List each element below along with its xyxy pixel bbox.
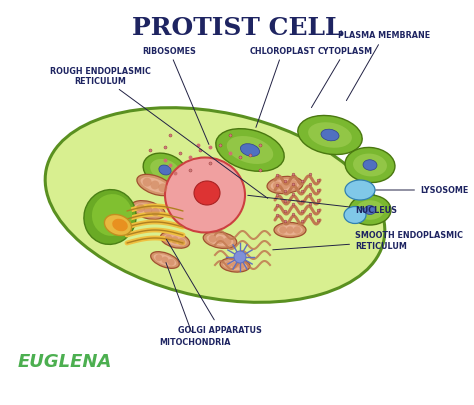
Ellipse shape [289, 181, 297, 189]
Text: NUCLEUS: NUCLEUS [248, 196, 397, 215]
Ellipse shape [216, 129, 284, 172]
Ellipse shape [281, 181, 289, 190]
Ellipse shape [207, 234, 233, 246]
Ellipse shape [112, 219, 128, 232]
Ellipse shape [279, 227, 287, 234]
Ellipse shape [143, 154, 187, 188]
Ellipse shape [349, 196, 391, 226]
Text: RIBOSOMES: RIBOSOMES [142, 47, 209, 145]
Ellipse shape [298, 116, 362, 155]
Ellipse shape [135, 204, 162, 217]
Ellipse shape [168, 259, 175, 266]
Ellipse shape [271, 179, 300, 192]
Text: MITOCHONDRIA: MITOCHONDRIA [159, 263, 231, 346]
Text: CHLOROPLAST: CHLOROPLAST [250, 47, 316, 128]
Text: LYSOSOME: LYSOSOME [376, 186, 468, 195]
Ellipse shape [277, 225, 303, 236]
Ellipse shape [274, 223, 306, 238]
Ellipse shape [151, 181, 159, 190]
Ellipse shape [151, 252, 179, 269]
Ellipse shape [238, 262, 245, 269]
Ellipse shape [234, 252, 246, 263]
Ellipse shape [356, 201, 384, 220]
Ellipse shape [92, 194, 132, 237]
Ellipse shape [160, 232, 190, 249]
Ellipse shape [364, 206, 376, 215]
Ellipse shape [240, 144, 260, 157]
Ellipse shape [171, 237, 179, 244]
Ellipse shape [154, 254, 176, 266]
Ellipse shape [308, 123, 352, 148]
Ellipse shape [353, 154, 387, 177]
Text: PROTIST CELL: PROTIST CELL [132, 16, 342, 40]
Ellipse shape [84, 190, 136, 245]
Ellipse shape [45, 109, 385, 303]
Ellipse shape [293, 227, 301, 234]
Ellipse shape [144, 206, 152, 215]
Ellipse shape [155, 255, 162, 262]
Ellipse shape [273, 182, 282, 190]
Ellipse shape [159, 166, 171, 175]
Text: CYTOPLASM: CYTOPLASM [311, 47, 373, 109]
Text: SMOOTH ENDOPLASMIC
RETICULUM: SMOOTH ENDOPLASMIC RETICULUM [273, 231, 463, 250]
Text: PLASMA MEMBRANE: PLASMA MEMBRANE [338, 32, 430, 101]
Ellipse shape [150, 160, 180, 181]
Ellipse shape [216, 237, 224, 244]
Ellipse shape [223, 238, 231, 246]
Ellipse shape [194, 181, 220, 205]
Ellipse shape [165, 158, 245, 233]
Ellipse shape [131, 201, 165, 220]
Text: EUGLENA: EUGLENA [18, 352, 112, 370]
Ellipse shape [164, 234, 187, 246]
Ellipse shape [203, 232, 237, 249]
Ellipse shape [162, 257, 168, 264]
Ellipse shape [178, 239, 185, 246]
Ellipse shape [225, 261, 232, 268]
Ellipse shape [137, 204, 145, 213]
Ellipse shape [151, 208, 160, 217]
Ellipse shape [345, 148, 395, 183]
Ellipse shape [227, 136, 273, 164]
Ellipse shape [223, 260, 247, 270]
Ellipse shape [231, 262, 238, 269]
Ellipse shape [344, 207, 366, 224]
Ellipse shape [286, 227, 294, 234]
Ellipse shape [158, 184, 167, 193]
Text: ROUGH ENDOPLASMIC
RETICULUM: ROUGH ENDOPLASMIC RETICULUM [50, 66, 268, 199]
Ellipse shape [143, 178, 152, 187]
Ellipse shape [220, 258, 250, 273]
Ellipse shape [267, 177, 303, 194]
Ellipse shape [141, 178, 169, 194]
Ellipse shape [104, 215, 132, 236]
Ellipse shape [137, 175, 173, 196]
Ellipse shape [345, 181, 375, 200]
Ellipse shape [321, 130, 339, 141]
Ellipse shape [209, 235, 217, 243]
Text: GOLGI APPARATUS: GOLGI APPARATUS [166, 240, 262, 334]
Ellipse shape [165, 235, 173, 243]
Ellipse shape [363, 160, 377, 171]
